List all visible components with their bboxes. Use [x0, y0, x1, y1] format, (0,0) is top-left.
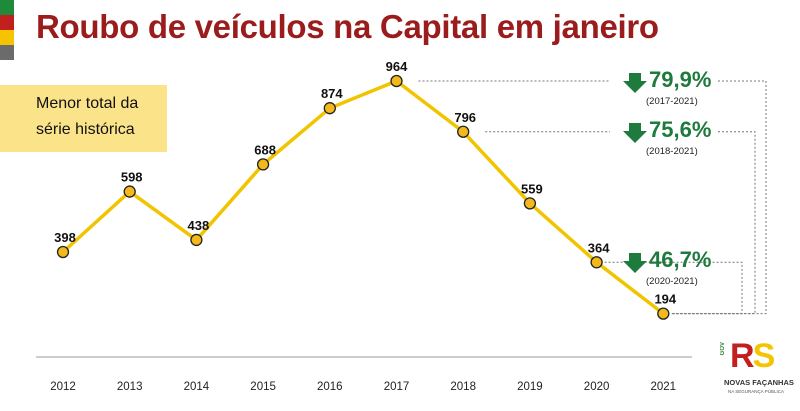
data-point-2018 [457, 125, 470, 138]
data-label-2018: 796 [454, 110, 476, 125]
x-tick-label-2019: 2019 [517, 381, 543, 393]
connector-line [485, 131, 756, 315]
x-tick-label-2013: 2013 [117, 381, 143, 393]
x-tick-label-2017: 2017 [384, 381, 410, 393]
change-period: (2017-2021) [646, 96, 698, 107]
chart-title: Roubo de veículos na Capital em janeiro [36, 8, 659, 45]
note-line-1: Menor total da [36, 95, 139, 112]
flag-gray-stripe [0, 45, 14, 60]
change-percent: 75,6% [649, 117, 712, 142]
data-point-2015 [256, 158, 270, 171]
arrow-down-icon [623, 73, 647, 93]
data-label-2019: 559 [521, 181, 543, 196]
x-tick-label-2020: 2020 [584, 381, 610, 393]
data-label-2014: 438 [188, 218, 210, 233]
data-point-2021 [657, 307, 670, 320]
data-label-2016: 874 [321, 86, 343, 101]
x-tick-label-2014: 2014 [184, 381, 210, 393]
data-point-2012 [56, 245, 70, 259]
change-period: (2018-2021) [646, 146, 698, 157]
chart-marks: 398 2012 598 2013 438 2014 688 2015 874 2016 964 20… [50, 59, 677, 393]
x-tick-label-2021: 2021 [651, 381, 677, 393]
flag-red-stripe [0, 15, 14, 30]
data-label-2012: 398 [54, 230, 76, 245]
data-point-2014 [190, 233, 203, 247]
x-tick-label-2016: 2016 [317, 381, 343, 393]
change-period: (2020-2021) [646, 276, 698, 287]
data-point-2020 [590, 256, 603, 269]
flag-green-stripe [0, 0, 14, 15]
data-point-2013 [123, 185, 136, 198]
logo-subtitle: NA SEGURANÇA PÚBLICA [728, 389, 785, 394]
flag-yellow-stripe [0, 30, 14, 45]
data-label-2015: 688 [254, 142, 276, 157]
x-tick-label-2018: 2018 [450, 381, 476, 393]
x-tick-label-2012: 2012 [50, 381, 76, 393]
logo-slogan: NOVAS FAÇANHAS [724, 378, 794, 387]
rs-government-logo: GOV RS NOVAS FAÇANHAS NA SEGURANÇA PÚBLI… [718, 337, 794, 408]
data-label-2017: 964 [386, 59, 408, 74]
data-label-2013: 598 [121, 170, 143, 185]
change-percent: 79,9% [649, 67, 712, 92]
data-point-2019 [523, 197, 537, 210]
x-tick-label-2015: 2015 [250, 381, 276, 393]
brand-color-strip [0, 0, 14, 60]
data-point-2017 [390, 74, 403, 88]
series-line [61, 79, 665, 316]
change-connectors [418, 80, 767, 315]
logo-letters: RS [730, 337, 775, 375]
note-box: Menor total da série histórica [0, 85, 167, 152]
arrow-down-icon [623, 253, 647, 273]
logo-gov-label: GOV [720, 342, 726, 356]
data-label-2021: 194 [654, 292, 676, 307]
connector-line [418, 80, 767, 315]
data-point-2016 [323, 102, 336, 115]
note-line-2: série histórica [36, 121, 135, 138]
change-percent: 46,7% [649, 247, 712, 272]
connector-line [604, 261, 743, 315]
arrow-down-icon [623, 123, 647, 143]
data-label-2020: 364 [588, 240, 610, 255]
